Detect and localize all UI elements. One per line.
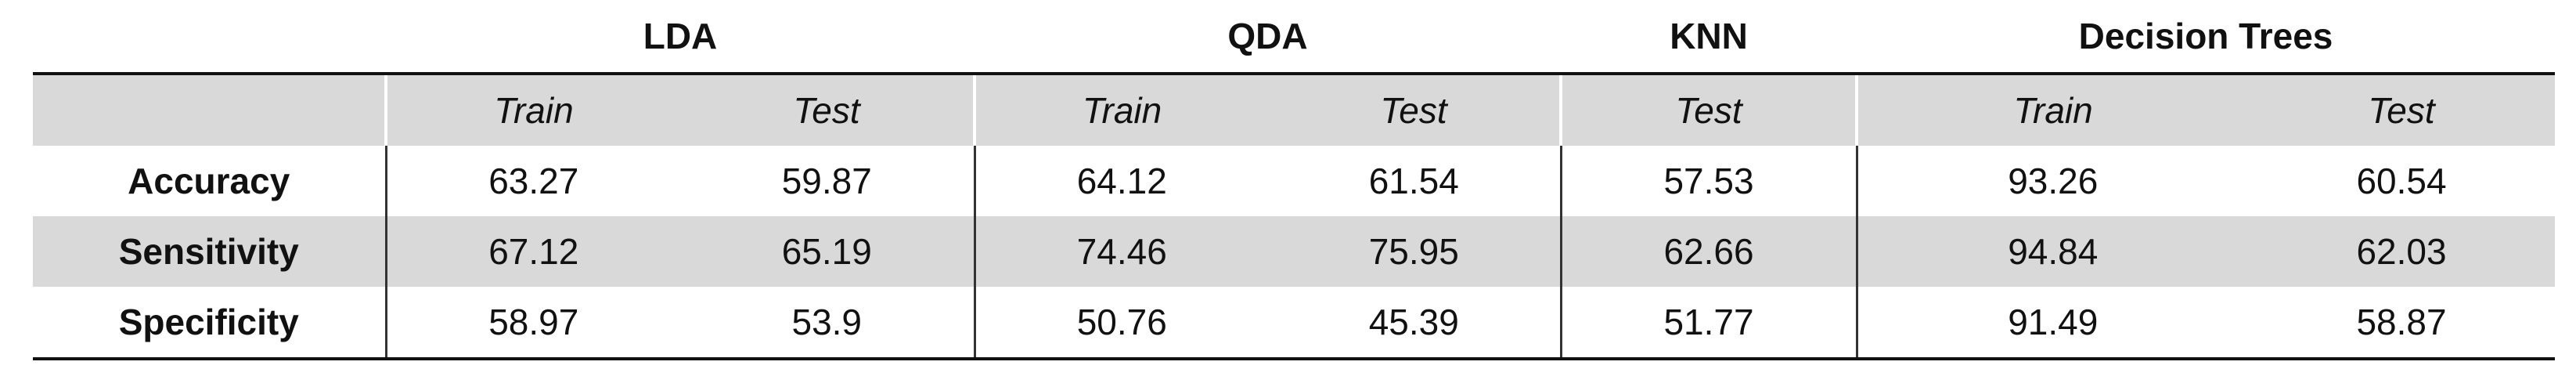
corner-cell: [33, 0, 386, 75]
group-header: Decision Trees: [1857, 0, 2556, 75]
column-header: Train: [973, 74, 1269, 146]
row-label: Accuracy: [128, 161, 290, 201]
value-cell: 65.19: [680, 216, 975, 287]
value-cell: 60.54: [2356, 161, 2447, 201]
group-header: KNN: [1561, 0, 1857, 75]
value-cell: 53.9: [680, 287, 975, 360]
group-header: LDA: [386, 0, 975, 75]
column-header: Test: [1268, 74, 1562, 146]
data-row: Accuracy 63.27 59.87 64.12 61.54 57.53 93.26 60…: [33, 146, 2555, 216]
value-cell: 74.46: [973, 216, 1269, 287]
results-table: LDA QDA KNN Decision Trees Train Test Train Tes…: [33, 0, 2556, 360]
column-header: Test: [680, 74, 975, 146]
value-cell: 64.12: [973, 146, 1269, 216]
corner-cell: [33, 74, 386, 146]
value-cell: 62.66: [1559, 216, 1857, 287]
group-header-row: LDA QDA KNN Decision Trees: [33, 0, 2556, 75]
group-header: QDA: [975, 0, 1562, 75]
value-cell: 61.54: [1368, 161, 1459, 201]
value-cell: 59.87: [781, 161, 872, 201]
value-cell: 93.26: [1855, 146, 2249, 216]
column-header: Test: [1559, 74, 1857, 146]
column-header: Train: [1855, 74, 2249, 146]
sub-header-row: Train Test Train Test Test Train Test: [33, 74, 2556, 146]
value-cell: 58.97: [384, 287, 680, 360]
value-cell: 75.95: [1268, 216, 1562, 287]
data-row: Sensitivity 67.12 65.19 74.46 75.95 62.66 94.8…: [33, 216, 2556, 287]
value-cell: 94.84: [1855, 216, 2249, 287]
data-row: Specificity 58.97 53.9 50.76 45.39 51.77 91.49…: [33, 287, 2556, 360]
row-label: Specificity: [33, 287, 386, 360]
value-cell: 63.27: [384, 146, 680, 216]
value-cell: 58.87: [2248, 287, 2556, 360]
row-label: Sensitivity: [33, 216, 386, 287]
value-cell: 45.39: [1268, 287, 1562, 360]
value-cell: 67.12: [384, 216, 680, 287]
value-cell: 51.77: [1559, 287, 1857, 360]
value-cell: 57.53: [1559, 146, 1857, 216]
column-header: Test: [2248, 74, 2556, 146]
value-cell: 62.03: [2248, 216, 2556, 287]
value-cell: 50.76: [973, 287, 1269, 360]
value-cell: 91.49: [1855, 287, 2249, 360]
column-header: Train: [384, 74, 680, 146]
